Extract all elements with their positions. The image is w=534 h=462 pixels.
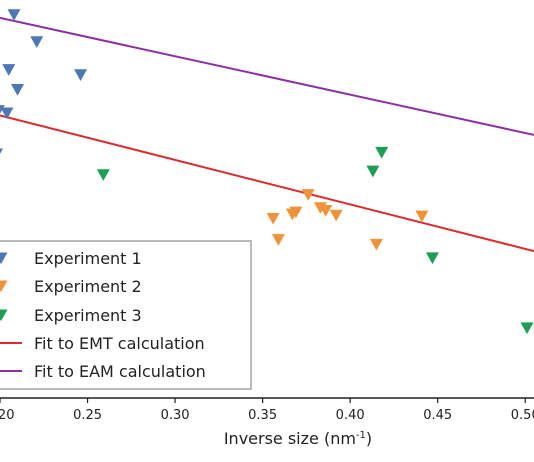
x-tick-label: 0.40: [336, 408, 365, 423]
data-point-experiment-3: [425, 252, 439, 265]
legend-label-fit-to-eam-calculation: Fit to EAM calculation: [34, 362, 206, 381]
x-axis-ticks: 0.20 0.25 0.30 0.35 0.40 0.45 0.50: [0, 398, 534, 423]
x-tick-label: 0.20: [0, 408, 14, 423]
data-point-experiment-2: [369, 238, 383, 251]
x-tick-label: 0.45: [423, 408, 452, 423]
x-tick-label: 0.50: [511, 408, 534, 423]
data-point-experiment-1: [0, 148, 3, 154]
data-point-experiment-1: [74, 69, 88, 81]
data-point-experiment-2: [301, 189, 315, 201]
data-point-experiment-1: [2, 64, 16, 76]
series-line-fit-to-eam-calculation: [0, 16, 534, 136]
data-point-experiment-1: [7, 9, 21, 21]
x-tick-label: 0.35: [248, 408, 277, 423]
data-point-experiment-1: [11, 84, 25, 96]
data-point-experiment-2: [285, 208, 299, 221]
legend-marker-experiment-1: [0, 252, 8, 265]
series-line-fit-to-emt-calculation: [0, 114, 534, 253]
legend-label-experiment-2: Experiment 2: [34, 277, 142, 296]
legend-marker-experiment-2: [0, 280, 8, 293]
data-point-experiment-3: [96, 169, 110, 181]
legend: Experiment 1 Experiment 2 Experiment 3 Fit …: [0, 240, 252, 390]
data-point-experiment-1: [0, 105, 5, 114]
data-point-experiment-2: [329, 209, 343, 222]
plot-area: [0, 9, 534, 335]
legend-label-experiment-3: Experiment 3: [34, 306, 142, 325]
data-point-experiment-1: [0, 107, 14, 120]
x-tick-label: 0.30: [161, 408, 190, 423]
data-point-experiment-2: [271, 234, 285, 246]
legend-frame: [0, 240, 252, 390]
legend-label-experiment-1: Experiment 1: [34, 249, 142, 268]
data-point-experiment-2: [415, 210, 429, 223]
data-point-experiment-3: [520, 322, 534, 335]
data-point-experiment-3: [366, 165, 380, 178]
data-point-experiment-1: [30, 36, 44, 48]
data-point-experiment-2: [266, 212, 280, 225]
legend-marker-experiment-3: [0, 309, 8, 322]
x-tick-label: 0.25: [73, 408, 102, 423]
legend-label-fit-to-emt-calculation: Fit to EMT calculation: [34, 334, 205, 353]
data-point-experiment-3: [375, 146, 389, 159]
data-point-experiment-2: [319, 205, 333, 217]
x-axis-title: Inverse size (nm-1): [224, 429, 372, 448]
